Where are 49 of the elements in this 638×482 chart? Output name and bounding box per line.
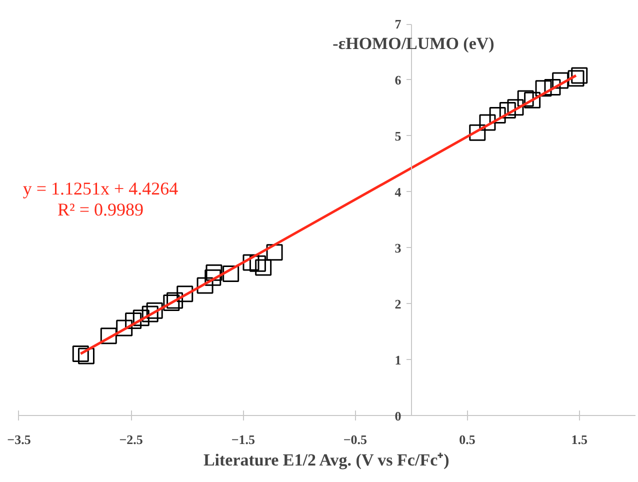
point bbox=[507, 99, 524, 116]
point bbox=[255, 259, 272, 276]
point bbox=[499, 102, 516, 118]
x-tick-label: 1.5 bbox=[571, 432, 588, 447]
point bbox=[204, 269, 222, 286]
point bbox=[517, 90, 534, 107]
point bbox=[535, 80, 552, 97]
point bbox=[196, 277, 214, 294]
point bbox=[78, 348, 94, 364]
y-tick-label: 0 bbox=[394, 408, 402, 424]
annotation: y = 1.1251x + 4.4264 bbox=[22, 178, 178, 198]
y-tick-label: 4 bbox=[394, 184, 402, 200]
point bbox=[125, 312, 142, 329]
y-tick-label: 3 bbox=[394, 240, 402, 256]
point bbox=[116, 320, 133, 336]
point bbox=[552, 72, 569, 89]
annotation: R² = 0.9989 bbox=[57, 200, 144, 220]
y-tick-label: 1 bbox=[394, 352, 402, 368]
x-tick-label: −0.5 bbox=[343, 432, 368, 447]
y-tick-label: 2 bbox=[394, 296, 402, 312]
point bbox=[163, 294, 180, 312]
x-tick-label: −1.5 bbox=[231, 432, 256, 447]
point bbox=[72, 345, 89, 362]
point bbox=[524, 92, 541, 108]
point bbox=[544, 79, 561, 96]
y-axis-title: -εHOMO/LUMO (eV) bbox=[332, 34, 494, 54]
point bbox=[132, 310, 150, 326]
point bbox=[249, 255, 266, 272]
point bbox=[176, 286, 194, 302]
point bbox=[100, 328, 117, 344]
point bbox=[222, 265, 240, 282]
point bbox=[266, 244, 283, 261]
x-axis-title: Literature E1/2 Avg. (V vs Fc/Fc⁺) bbox=[203, 450, 450, 470]
point bbox=[146, 302, 163, 319]
y-tick-label: 5 bbox=[394, 128, 402, 144]
point bbox=[166, 292, 184, 309]
y-tick-label: 6 bbox=[394, 72, 402, 88]
point bbox=[489, 107, 506, 124]
point bbox=[568, 70, 584, 87]
point bbox=[479, 114, 496, 131]
point bbox=[242, 254, 260, 271]
x-tick-label: 0.5 bbox=[459, 432, 476, 447]
x-tick-label: −2.5 bbox=[119, 432, 144, 447]
x-tick-label: −3.5 bbox=[7, 432, 32, 447]
y-tick-label: 7 bbox=[394, 16, 402, 32]
point bbox=[469, 124, 486, 141]
point bbox=[571, 67, 588, 84]
point bbox=[142, 306, 158, 322]
point bbox=[206, 264, 222, 281]
